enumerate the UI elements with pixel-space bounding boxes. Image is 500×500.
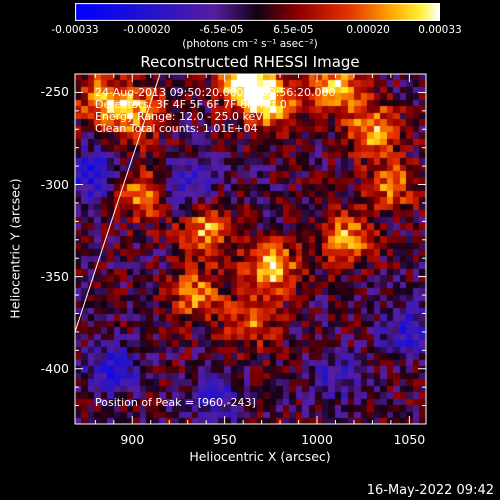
colorbar-units: (photons cm⁻² s⁻¹ asec⁻²) (182, 38, 318, 50)
colorbar-tick-label: 0.00033 (418, 24, 462, 36)
y-tick-label: -350 (40, 268, 69, 284)
y-axis-label: Heliocentric Y (arcsec) (7, 178, 23, 319)
annotation-energy: Energy Range: 12.0 - 25.0 keV (95, 110, 263, 123)
annotation-detectors: Detectors: 3F 4F 5F 6F 7F 8F, Att 0 (95, 98, 287, 111)
plot-axes (74, 73, 427, 425)
x-tick-label: 900 (120, 432, 145, 447)
colorbar (75, 3, 440, 21)
x-tick-label: 950 (212, 432, 237, 447)
y-tick-label: -400 (40, 360, 69, 376)
colorbar-tick-label: -0.00020 (123, 24, 171, 36)
heatmap-image (75, 74, 426, 424)
annotation-time-range: 24-Aug-2013 09:50:20.000 to 09:56:20.000 (95, 86, 336, 99)
colorbar-tick-label: -0.00033 (51, 24, 99, 36)
annotation-peak: Position of Peak = [960,-243] (95, 396, 256, 409)
x-tick-label: 1050 (393, 432, 426, 447)
colorbar-tick-label: 6.5e-05 (273, 24, 314, 36)
plot-frame (74, 73, 427, 425)
x-axis-label: Heliocentric X (arcsec) (189, 449, 331, 464)
x-tick-label: 1000 (301, 432, 333, 447)
timestamp: 16-May-2022 09:42 (366, 483, 494, 498)
solar-limb-line (74, 73, 161, 333)
y-tick-label: -300 (40, 176, 69, 192)
colorbar-tick-label: -6.5e-05 (199, 24, 244, 36)
chart-title: Reconstructed RHESSI Image (140, 53, 360, 71)
annotation-clean: Clean Total counts: 1.01E+04 (95, 122, 258, 135)
colorbar-tick-label: 0.00020 (346, 24, 390, 36)
y-tick-label: -250 (40, 84, 69, 100)
